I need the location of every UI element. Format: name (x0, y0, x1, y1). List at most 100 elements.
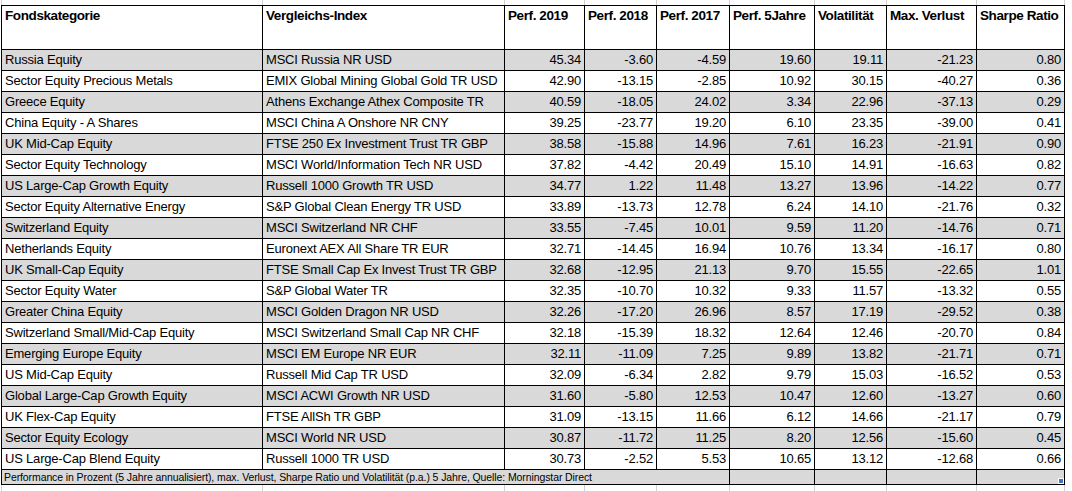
index-cell[interactable]: MSCI Russia NR USD (263, 50, 505, 71)
category-cell[interactable]: Netherlands Equity (2, 239, 263, 260)
footnote-blank-cell[interactable] (977, 470, 1065, 485)
value-cell[interactable]: 3.34 (730, 92, 815, 113)
value-cell[interactable]: -18.05 (585, 92, 657, 113)
value-cell[interactable]: 42.90 (505, 71, 585, 92)
value-cell[interactable]: 12.46 (815, 323, 887, 344)
value-cell[interactable]: -21.71 (887, 344, 977, 365)
index-cell[interactable]: MSCI Switzerland NR CHF (263, 218, 505, 239)
value-cell[interactable]: 16.23 (815, 134, 887, 155)
header-cell[interactable]: Volatilität (815, 6, 887, 50)
value-cell[interactable]: 15.03 (815, 365, 887, 386)
value-cell[interactable]: -15.39 (585, 323, 657, 344)
value-cell[interactable]: 17.19 (815, 302, 887, 323)
value-cell[interactable]: 0.53 (977, 365, 1065, 386)
category-cell[interactable]: Greater China Equity (2, 302, 263, 323)
value-cell[interactable]: 0.80 (977, 50, 1065, 71)
value-cell[interactable]: 0.66 (977, 449, 1065, 470)
value-cell[interactable]: -13.32 (887, 281, 977, 302)
value-cell[interactable]: -22.65 (887, 260, 977, 281)
category-cell[interactable]: China Equity - A Shares (2, 113, 263, 134)
value-cell[interactable]: 11.57 (815, 281, 887, 302)
header-cell[interactable]: Sharpe Ratio (977, 6, 1065, 50)
value-cell[interactable]: 23.35 (815, 113, 887, 134)
value-cell[interactable]: -2.85 (657, 71, 730, 92)
value-cell[interactable]: -2.52 (585, 449, 657, 470)
value-cell[interactable]: -14.76 (887, 218, 977, 239)
value-cell[interactable]: -21.76 (887, 197, 977, 218)
header-cell[interactable]: Max. Verlust (887, 6, 977, 50)
index-cell[interactable]: S&P Global Clean Energy TR USD (263, 197, 505, 218)
category-cell[interactable]: Russia Equity (2, 50, 263, 71)
footnote-blank-cell[interactable] (887, 470, 977, 485)
footnote-blank-cell[interactable] (815, 470, 887, 485)
value-cell[interactable]: 18.32 (657, 323, 730, 344)
value-cell[interactable]: 32.35 (505, 281, 585, 302)
value-cell[interactable]: 37.82 (505, 155, 585, 176)
value-cell[interactable]: -6.34 (585, 365, 657, 386)
category-cell[interactable]: US Mid-Cap Equity (2, 365, 263, 386)
header-cell[interactable]: Fondskategorie (2, 6, 263, 50)
value-cell[interactable]: -15.60 (887, 428, 977, 449)
value-cell[interactable]: 10.32 (657, 281, 730, 302)
category-cell[interactable]: Switzerland Small/Mid-Cap Equity (2, 323, 263, 344)
value-cell[interactable]: 5.53 (657, 449, 730, 470)
category-cell[interactable]: Switzerland Equity (2, 218, 263, 239)
value-cell[interactable]: -14.22 (887, 176, 977, 197)
value-cell[interactable]: 10.92 (730, 71, 815, 92)
value-cell[interactable]: 0.84 (977, 323, 1065, 344)
value-cell[interactable]: 15.55 (815, 260, 887, 281)
value-cell[interactable]: 21.13 (657, 260, 730, 281)
index-cell[interactable]: MSCI ACWI Growth NR USD (263, 386, 505, 407)
value-cell[interactable]: 12.53 (657, 386, 730, 407)
value-cell[interactable]: 14.96 (657, 134, 730, 155)
category-cell[interactable]: Sector Equity Alternative Energy (2, 197, 263, 218)
value-cell[interactable]: 32.09 (505, 365, 585, 386)
value-cell[interactable]: -3.60 (585, 50, 657, 71)
value-cell[interactable]: -20.70 (887, 323, 977, 344)
value-cell[interactable]: -21.91 (887, 134, 977, 155)
value-cell[interactable]: -13.15 (585, 407, 657, 428)
value-cell[interactable]: 0.38 (977, 302, 1065, 323)
header-cell[interactable]: Perf. 2017 (657, 6, 730, 50)
value-cell[interactable]: 9.79 (730, 365, 815, 386)
value-cell[interactable]: -14.45 (585, 239, 657, 260)
value-cell[interactable]: 38.58 (505, 134, 585, 155)
value-cell[interactable]: 34.77 (505, 176, 585, 197)
value-cell[interactable]: 10.01 (657, 218, 730, 239)
value-cell[interactable]: 10.65 (730, 449, 815, 470)
value-cell[interactable]: 11.48 (657, 176, 730, 197)
value-cell[interactable]: 45.34 (505, 50, 585, 71)
index-cell[interactable]: MSCI World/Information Tech NR USD (263, 155, 505, 176)
value-cell[interactable]: 0.55 (977, 281, 1065, 302)
value-cell[interactable]: -16.52 (887, 365, 977, 386)
index-cell[interactable]: FTSE 250 Ex Investment Trust TR GBP (263, 134, 505, 155)
value-cell[interactable]: 1.22 (585, 176, 657, 197)
value-cell[interactable]: 0.71 (977, 344, 1065, 365)
index-cell[interactable]: FTSE Small Cap Ex Invest Trust TR GBP (263, 260, 505, 281)
value-cell[interactable]: 32.68 (505, 260, 585, 281)
index-cell[interactable]: Russell Mid Cap TR USD (263, 365, 505, 386)
index-cell[interactable]: MSCI EM Europe NR EUR (263, 344, 505, 365)
value-cell[interactable]: 1.01 (977, 260, 1065, 281)
value-cell[interactable]: 0.29 (977, 92, 1065, 113)
value-cell[interactable]: -7.45 (585, 218, 657, 239)
header-cell[interactable]: Perf. 2018 (585, 6, 657, 50)
value-cell[interactable]: 19.11 (815, 50, 887, 71)
category-cell[interactable]: UK Mid-Cap Equity (2, 134, 263, 155)
value-cell[interactable]: 15.10 (730, 155, 815, 176)
value-cell[interactable]: 13.34 (815, 239, 887, 260)
category-cell[interactable]: UK Flex-Cap Equity (2, 407, 263, 428)
value-cell[interactable]: 0.32 (977, 197, 1065, 218)
value-cell[interactable]: 14.91 (815, 155, 887, 176)
value-cell[interactable]: 11.25 (657, 428, 730, 449)
value-cell[interactable]: -4.59 (657, 50, 730, 71)
value-cell[interactable]: -29.52 (887, 302, 977, 323)
category-cell[interactable]: Emerging Europe Equity (2, 344, 263, 365)
value-cell[interactable]: 0.77 (977, 176, 1065, 197)
category-cell[interactable]: Sector Equity Technology (2, 155, 263, 176)
value-cell[interactable]: -13.73 (585, 197, 657, 218)
value-cell[interactable]: 10.76 (730, 239, 815, 260)
value-cell[interactable]: 0.82 (977, 155, 1065, 176)
value-cell[interactable]: 0.80 (977, 239, 1065, 260)
value-cell[interactable]: -21.23 (887, 50, 977, 71)
